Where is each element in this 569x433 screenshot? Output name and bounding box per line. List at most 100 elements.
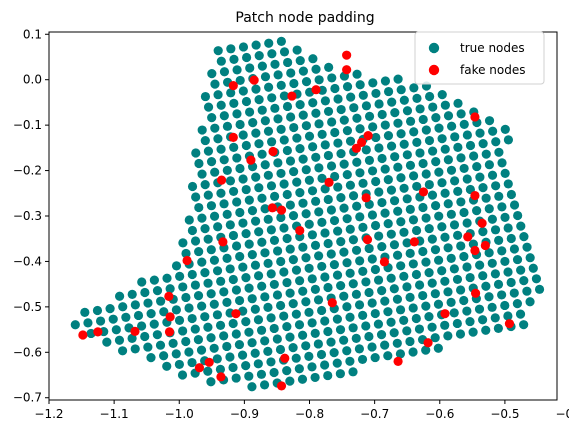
- true-node-point: [260, 204, 270, 214]
- true-node-point: [229, 142, 239, 152]
- true-node-point: [491, 137, 501, 147]
- true-node-point: [282, 321, 292, 332]
- true-node-point: [178, 282, 188, 292]
- true-node-point: [187, 181, 198, 192]
- true-node-point: [178, 238, 188, 248]
- true-node-point: [437, 222, 447, 232]
- true-node-point: [402, 194, 412, 204]
- true-node-point: [238, 130, 248, 140]
- true-node-point: [342, 346, 352, 356]
- true-node-point: [251, 172, 261, 182]
- true-node-point: [370, 220, 381, 231]
- true-node-point: [450, 176, 460, 186]
- fake-node-point: [423, 338, 433, 348]
- true-node-point: [228, 274, 238, 285]
- true-node-point: [367, 298, 377, 308]
- true-node-point: [257, 61, 267, 71]
- true-node-point: [289, 122, 299, 133]
- true-node-point: [516, 265, 526, 275]
- true-node-point: [209, 211, 220, 221]
- true-node-point: [497, 246, 507, 256]
- true-node-point: [285, 332, 295, 342]
- true-node-point: [402, 150, 412, 160]
- true-node-point: [210, 123, 220, 133]
- true-node-point: [250, 260, 261, 270]
- true-node-point: [500, 300, 510, 311]
- true-node-point: [412, 137, 422, 147]
- true-node-point: [515, 309, 526, 319]
- true-node-point: [376, 330, 387, 340]
- true-node-point: [383, 86, 394, 97]
- true-node-point: [212, 266, 223, 276]
- true-node-point: [260, 116, 270, 126]
- true-node-point: [168, 338, 178, 348]
- true-node-point: [266, 357, 276, 367]
- true-node-point: [307, 274, 317, 284]
- true-node-point: [421, 257, 431, 267]
- true-node-point: [335, 369, 345, 379]
- true-node-point: [222, 341, 232, 352]
- true-node-point: [383, 307, 393, 317]
- true-node-point: [427, 278, 437, 288]
- true-node-point: [323, 370, 333, 381]
- true-node-point: [235, 119, 245, 130]
- true-node-point: [143, 298, 153, 308]
- true-node-point: [484, 204, 494, 214]
- fake-node-point: [470, 112, 480, 122]
- true-node-point: [393, 206, 403, 216]
- true-node-point: [374, 99, 384, 109]
- true-node-point: [506, 277, 516, 288]
- true-node-point: [443, 243, 453, 253]
- true-node-point: [320, 316, 330, 326]
- true-node-point: [497, 290, 507, 300]
- true-node-point: [117, 346, 128, 356]
- true-node-point: [488, 126, 498, 136]
- true-node-point: [308, 142, 318, 152]
- true-node-point: [412, 93, 422, 103]
- plot-area: [70, 36, 545, 392]
- true-node-point: [512, 254, 523, 265]
- true-node-point: [377, 241, 387, 252]
- true-node-point: [244, 195, 254, 205]
- true-node-point: [203, 234, 213, 244]
- true-node-point: [276, 124, 286, 135]
- true-node-point: [111, 325, 121, 335]
- true-node-point: [194, 158, 204, 169]
- true-node-point: [234, 295, 245, 306]
- true-node-point: [484, 292, 494, 302]
- true-node-point: [276, 256, 286, 267]
- y-tick-label: −0.6: [13, 345, 42, 359]
- true-node-point: [295, 276, 305, 286]
- true-node-point: [292, 45, 302, 55]
- true-node-point: [298, 110, 308, 120]
- true-node-point: [433, 299, 444, 309]
- true-node-point: [395, 349, 406, 359]
- true-node-point: [452, 274, 463, 285]
- true-node-point: [459, 295, 469, 306]
- true-node-point: [241, 184, 251, 195]
- true-node-point: [232, 197, 242, 207]
- true-node-point: [443, 331, 453, 341]
- true-node-point: [175, 271, 185, 281]
- true-node-point: [434, 255, 444, 265]
- true-node-point: [386, 317, 396, 327]
- true-node-point: [427, 234, 437, 244]
- true-node-point: [481, 149, 491, 159]
- true-node-point: [181, 336, 191, 347]
- true-node-point: [408, 171, 419, 181]
- x-tick-label: −0.7: [360, 407, 389, 421]
- true-node-point: [187, 357, 197, 368]
- true-node-point: [497, 202, 507, 212]
- true-node-point: [307, 362, 317, 372]
- x-tick-label: −1.0: [165, 407, 194, 421]
- true-node-point: [494, 191, 504, 201]
- true-node-point: [377, 286, 387, 296]
- true-node-point: [288, 210, 299, 221]
- true-node-point: [364, 287, 374, 298]
- true-node-point: [231, 285, 242, 295]
- true-node-point: [152, 286, 163, 296]
- true-node-point: [212, 354, 222, 364]
- true-node-point: [484, 116, 495, 126]
- true-node-point: [330, 83, 340, 94]
- fake-node-point: [379, 257, 390, 267]
